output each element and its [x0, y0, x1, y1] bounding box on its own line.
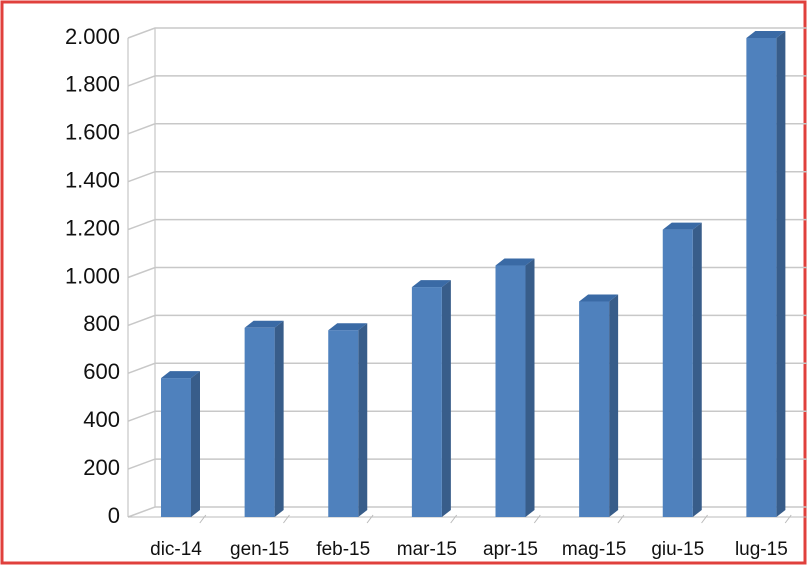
y-tick-label: 1.400 — [65, 168, 120, 193]
x-tick-label: lug-15 — [735, 539, 788, 560]
bar-side — [776, 31, 786, 517]
y-tick-label: 200 — [83, 455, 120, 480]
bar-top — [161, 371, 200, 379]
x-tick-label: apr-15 — [483, 539, 538, 560]
bar-top — [328, 323, 368, 331]
bar — [411, 287, 442, 517]
bar — [746, 38, 777, 517]
y-tick-label: 0 — [108, 503, 120, 528]
y-tick-label: 400 — [83, 407, 120, 432]
y-tick-label: 1.600 — [65, 120, 120, 145]
x-tick-label: feb-15 — [316, 539, 370, 560]
grid-line — [127, 170, 807, 183]
bar-side — [441, 280, 451, 517]
bar — [495, 265, 526, 517]
bar — [244, 327, 275, 517]
x-tick-label: mar-15 — [397, 539, 457, 560]
x-tick — [450, 514, 458, 524]
x-tick-label: mag-15 — [562, 539, 626, 560]
bar-top — [495, 258, 535, 266]
bar-side — [692, 222, 702, 517]
grid-line — [127, 410, 807, 422]
bar — [328, 330, 359, 517]
x-tick — [617, 514, 625, 524]
grid-line — [127, 27, 807, 39]
bar — [161, 378, 191, 517]
grid-line — [127, 362, 807, 375]
grid-line — [127, 266, 807, 279]
x-tick-label: dic-14 — [150, 539, 202, 560]
grid-line — [127, 123, 807, 135]
y-tick-label: 1.000 — [65, 263, 120, 288]
x-tick — [784, 514, 792, 524]
bar-side — [609, 294, 619, 517]
bar-top — [746, 31, 786, 38]
bar-top — [411, 280, 451, 288]
grid-line — [127, 75, 807, 87]
grid-line — [127, 218, 807, 231]
grid-line — [127, 314, 807, 327]
bar-side — [191, 371, 200, 517]
bar-top — [662, 222, 702, 230]
bar — [662, 229, 693, 517]
x-tick — [533, 514, 541, 524]
y-tick-label: 800 — [83, 311, 120, 336]
y-tick-label: 1.800 — [65, 72, 120, 97]
bar-top — [244, 320, 284, 328]
grid-line — [127, 506, 807, 518]
x-tick — [701, 514, 708, 524]
y-tick-label: 2.000 — [65, 24, 120, 49]
bar-side — [525, 258, 535, 517]
y-tick-label: 1.200 — [65, 215, 120, 240]
x-tick-label: gen-15 — [230, 539, 289, 560]
bar — [579, 301, 610, 517]
x-tick-label: giu-15 — [651, 539, 704, 560]
x-tick — [199, 514, 207, 524]
bar-top — [579, 294, 619, 302]
y-tick-label: 600 — [83, 359, 120, 384]
grid-line — [127, 458, 807, 470]
x-tick — [283, 514, 290, 524]
x-tick — [366, 514, 374, 524]
bar-side — [358, 323, 368, 517]
bar-side — [274, 320, 284, 517]
